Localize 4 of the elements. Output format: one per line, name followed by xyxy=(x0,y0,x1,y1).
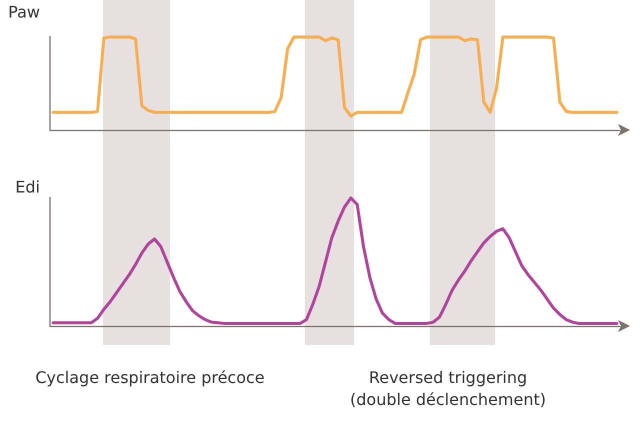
text: Reversed triggering (double déclenchement) xyxy=(349,367,547,411)
y-axis-title: Edi xyxy=(15,178,40,196)
y-axis-title: Paw xyxy=(8,2,40,22)
text: Cyclage respiratoire précoce xyxy=(34,367,266,389)
